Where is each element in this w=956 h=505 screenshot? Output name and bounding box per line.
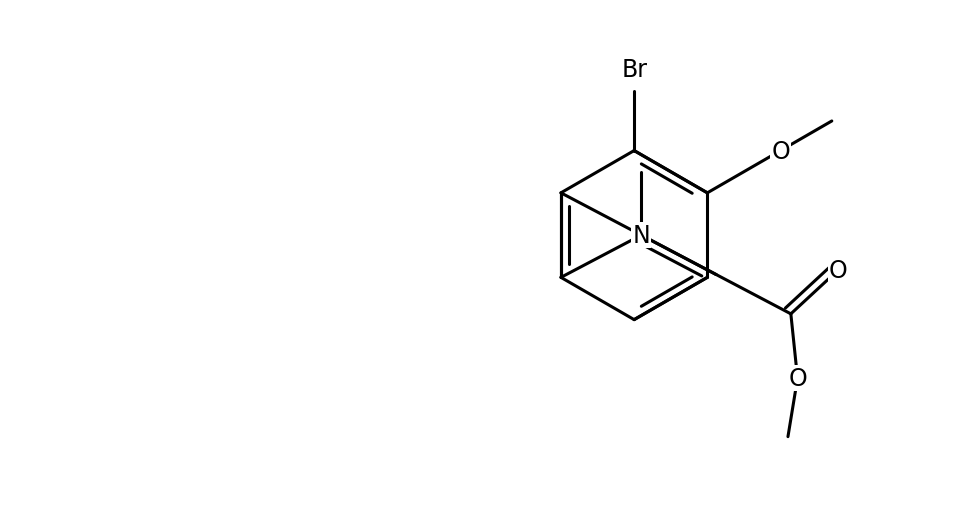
Text: Br: Br (621, 58, 647, 82)
Text: O: O (829, 259, 848, 282)
Text: O: O (788, 367, 807, 390)
Text: O: O (771, 139, 790, 163)
Text: N: N (632, 224, 650, 247)
